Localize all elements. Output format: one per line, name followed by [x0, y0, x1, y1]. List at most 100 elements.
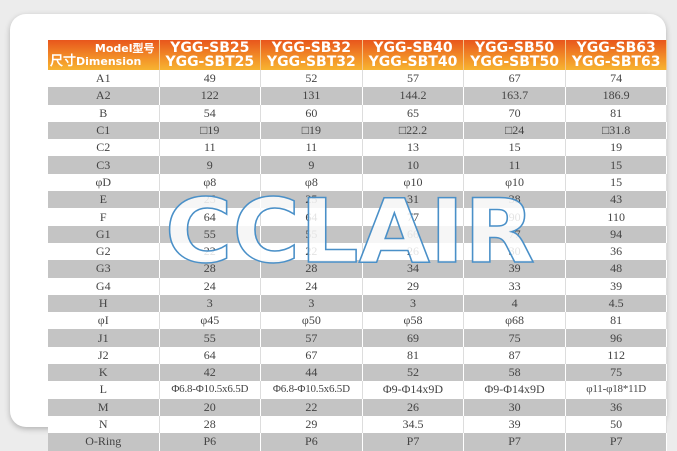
model-header: YGG-SB63 YGG-SBT63 [565, 40, 668, 70]
table-row: F 64 64 77 90 110 [48, 208, 668, 226]
cell-value: 64 [159, 346, 262, 365]
cell-value: 13 [362, 139, 465, 157]
cell-value: 74 [565, 70, 668, 88]
cell-value: 60 [260, 104, 363, 122]
cell-value: φ11-φ18*11D [565, 381, 668, 399]
table-row: C1 □19 □19 □22.2 □24 □31.8 [48, 121, 668, 140]
cell-value: 64 [260, 208, 363, 226]
cell-value: 22 [260, 242, 363, 261]
cell-value: 19 [565, 139, 668, 157]
row-label: N [48, 415, 160, 434]
cell-value: Φ9-Φ14x9D [463, 381, 566, 399]
cell-value: 11 [159, 139, 262, 157]
cell-value: 70 [463, 104, 566, 122]
row-label: L [48, 381, 160, 399]
cell-value: 55 [159, 329, 262, 347]
dimension-label-en: Dimension [76, 55, 142, 68]
cell-value: 81 [565, 312, 668, 330]
model-name: YGG-SB63 [576, 40, 656, 56]
row-label: F [48, 208, 160, 226]
model-header: YGG-SB40 YGG-SBT40 [362, 40, 465, 70]
cell-value: 48 [565, 260, 668, 278]
model-header: YGG-SB25 YGG-SBT25 [159, 40, 262, 70]
cell-value: 58 [463, 364, 566, 382]
cell-value: φ8 [159, 173, 262, 192]
cell-value: 49 [159, 70, 262, 88]
row-label: G4 [48, 277, 160, 295]
cell-value: 144.2 [362, 87, 465, 105]
table-row: A1 49 52 57 67 74 [48, 70, 668, 88]
table-row: C2 11 11 13 15 19 [48, 139, 668, 157]
cell-value: 52 [260, 70, 363, 88]
cell-value: φ68 [463, 312, 566, 330]
model-name: YGG-SBT40 [368, 54, 458, 70]
cell-value: 11 [260, 139, 363, 157]
cell-value: 186.9 [565, 87, 668, 105]
model-name: YGG-SB32 [271, 40, 351, 56]
table-row: K 42 44 52 58 75 [48, 364, 668, 382]
row-label: φI [48, 312, 160, 330]
cell-value: □19 [260, 121, 363, 140]
cell-value: φ10 [362, 173, 465, 192]
model-label: Model型号 [94, 42, 155, 55]
cell-value: 29 [260, 415, 363, 434]
cell-value: 57 [260, 329, 363, 347]
cell-value: 36 [565, 242, 668, 261]
model-name: YGG-SBT50 [470, 54, 559, 70]
cell-value: 15 [565, 156, 668, 174]
cell-value: 122 [159, 87, 262, 105]
cell-value: Φ6.8-Φ10.5x6.5D [159, 381, 262, 399]
cell-value: 29 [362, 277, 465, 295]
table-row: φI φ45 φ50 φ58 φ68 81 [48, 312, 668, 330]
cell-value: 90 [463, 208, 566, 226]
row-label: K [48, 364, 160, 382]
row-label: J1 [48, 329, 160, 347]
cell-value: 28 [159, 260, 262, 278]
cell-value: 3 [260, 294, 363, 313]
cell-value: 28 [159, 415, 262, 434]
table-row: C3 9 9 10 11 15 [48, 156, 668, 174]
row-label: C1 [48, 121, 160, 140]
table-row: M 20 22 26 30 36 [48, 398, 668, 416]
row-label: G2 [48, 242, 160, 261]
cell-value: 52 [362, 364, 465, 382]
table-row: G4 24 24 29 33 39 [48, 277, 668, 295]
cell-value: 54 [159, 104, 262, 122]
cell-value: □22.2 [362, 121, 465, 140]
table-row: J1 55 57 69 75 96 [48, 329, 668, 347]
row-label: A1 [48, 70, 160, 88]
cell-value: 38 [463, 191, 566, 209]
cell-value: 39 [463, 415, 566, 434]
cell-value: 112 [565, 346, 668, 365]
table-row: N 28 29 34.5 39 50 [48, 415, 668, 434]
cell-value: 30 [463, 398, 566, 416]
cell-value: 81 [362, 346, 465, 365]
table-row: L Φ6.8-Φ10.5x6.5D Φ6.8-Φ10.5x6.5D Φ9-Φ14x9D… [48, 381, 668, 399]
table-row: G2 22 22 26 30 36 [48, 242, 668, 261]
cell-value: 15 [565, 173, 668, 192]
cell-value: 22 [260, 398, 363, 416]
header-row: Model型号 尺寸Dimension YGG-SB25 YGG-SBT25 YGG… [48, 40, 668, 70]
row-label: B [48, 104, 160, 122]
table-row: G3 28 28 34 39 48 [48, 260, 668, 278]
cell-value: 87 [463, 346, 566, 365]
cell-value: 4.5 [565, 294, 668, 313]
cell-value: 50 [565, 415, 668, 434]
cell-value: 28 [260, 260, 363, 278]
table-row: G1 55 55 66 77 94 [48, 225, 668, 243]
row-label: C2 [48, 139, 160, 157]
cell-value: 26 [362, 398, 465, 416]
cell-value: 55 [159, 225, 262, 243]
dimension-label-cn: 尺寸 [50, 54, 77, 69]
cell-value: 9 [159, 156, 262, 174]
cell-value: 20 [159, 398, 262, 416]
cell-value: 22 [159, 242, 262, 261]
cell-value: 36 [565, 398, 668, 416]
row-label: J2 [48, 346, 160, 365]
cell-value: 42 [159, 364, 262, 382]
row-label: M [48, 398, 160, 416]
cell-value: 57 [362, 70, 465, 88]
model-name: YGG-SBT63 [571, 54, 661, 70]
cell-value: φ10 [463, 173, 566, 192]
row-label: E [48, 191, 160, 209]
